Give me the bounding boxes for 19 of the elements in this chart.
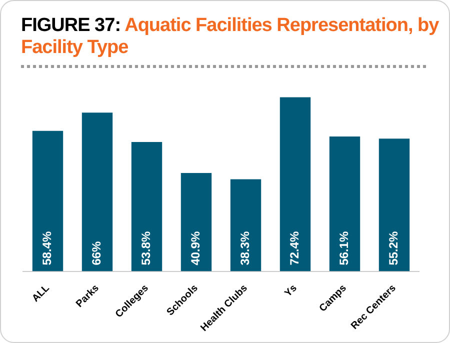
- bar: [230, 179, 262, 272]
- bar: [378, 138, 410, 272]
- bar: [280, 97, 311, 272]
- data-label: 58.4%: [40, 230, 54, 266]
- bar: [329, 136, 360, 272]
- x-tick-label: ALL: [30, 282, 52, 304]
- bar: [82, 112, 113, 272]
- data-label: 72.4%: [288, 230, 302, 266]
- x-tick-label: Ys: [282, 282, 300, 300]
- data-label: 40.9%: [188, 230, 203, 266]
- bar: [131, 142, 162, 272]
- chart-title: FIGURE 37: Aquatic Facilities Representation, by Facility Type: [21, 15, 439, 58]
- bar: [180, 172, 212, 272]
- data-label: 38.3%: [238, 230, 252, 266]
- data-label: 66%: [90, 240, 104, 266]
- data-label: 53.8%: [139, 230, 154, 266]
- bar: [32, 130, 64, 272]
- data-label: 56.1%: [337, 230, 352, 266]
- data-label: 55.2%: [386, 230, 401, 266]
